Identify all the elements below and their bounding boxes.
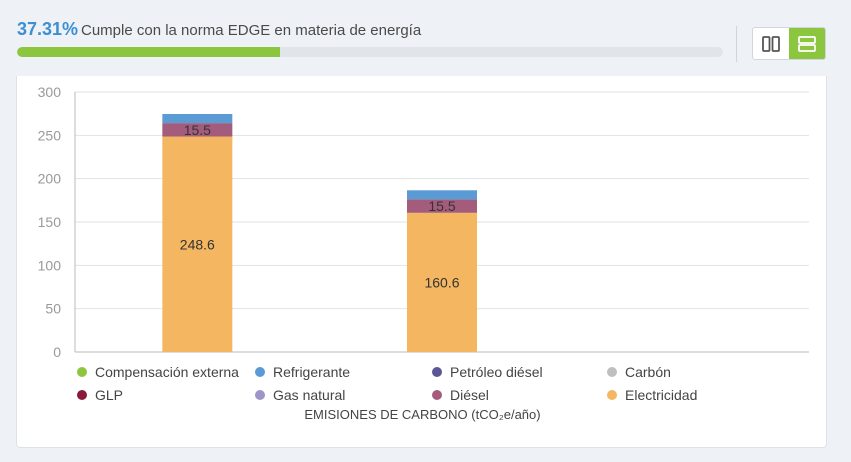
chart-data-labels: 248.6 15.5 160.6 15.5 [180, 122, 460, 291]
bar-data-label: 15.5 [428, 198, 455, 214]
legend-color-dot [607, 390, 617, 400]
bar-segment-refrigerante[interactable] [162, 114, 233, 124]
compliance-percent: 37.31% [17, 19, 79, 39]
y-tick-label: 150 [38, 214, 62, 230]
legend-label: Refrigerante [273, 364, 351, 380]
header-divider [736, 26, 737, 62]
bar-segment-diésel[interactable] [162, 123, 233, 137]
legend-color-dot [255, 390, 265, 400]
compliance-label: Cumple con la norma EDGE en materia de e… [81, 22, 422, 39]
legend-label: GLP [95, 387, 124, 403]
chart-x-axis-label: EMISIONES DE CARBONO (tCO₂e/año) [304, 407, 541, 422]
columns-view-icon [762, 35, 780, 52]
emissions-chart: 0 50 100 150 200 250 300 248.6 15.5 160.6 15.5 [38, 84, 809, 360]
legend-color-dot [255, 367, 265, 377]
legend-color-dot [77, 367, 87, 377]
rows-view-button[interactable] [789, 28, 825, 59]
legend-color-dot [432, 367, 442, 377]
y-tick-label: 250 [38, 127, 62, 143]
legend-item-glp[interactable]: GLP [77, 387, 123, 403]
bar-segment-refrigerante[interactable] [407, 190, 477, 200]
bar-data-label: 160.6 [424, 274, 459, 290]
columns-view-button[interactable] [753, 28, 789, 59]
bar-segment-electricidad[interactable] [162, 136, 233, 352]
legend-label: Compensación externa [95, 364, 239, 380]
legend-item-carbón[interactable]: Carbón [607, 364, 671, 380]
rows-view-icon [798, 35, 816, 52]
legend-item-electricidad[interactable]: Electricidad [607, 387, 697, 403]
y-tick-label: 200 [38, 171, 62, 187]
y-tick-label: 50 [45, 301, 61, 317]
compliance-progress-fill [17, 47, 281, 57]
legend-item-gas-natural[interactable]: Gas natural [255, 387, 345, 403]
legend-label: Electricidad [625, 387, 698, 403]
y-tick-label: 300 [38, 84, 62, 100]
bar-segment-electricidad[interactable] [407, 212, 477, 352]
emissions-chart-panel: 0 50 100 150 200 250 300 248.6 15.5 160.6 15.5 Co… [16, 76, 827, 448]
legend-label: Petróleo diésel [450, 364, 543, 380]
legend-color-dot [77, 390, 87, 400]
y-tick-label: 0 [53, 344, 61, 360]
compliance-progress-bar [17, 47, 723, 57]
legend-item-compensación-externa[interactable]: Compensación externa [77, 364, 239, 380]
legend-color-dot [607, 367, 617, 377]
legend-label: Diésel [450, 387, 489, 403]
bar-segment-diésel[interactable] [407, 199, 477, 213]
bar-data-label: 15.5 [184, 122, 211, 138]
bar-data-label: 248.6 [180, 236, 215, 252]
legend-item-diésel[interactable]: Diésel [432, 387, 489, 403]
legend-item-petróleo-diésel[interactable]: Petróleo diésel [432, 364, 543, 380]
legend-label: Carbón [625, 364, 671, 380]
chart-bars [162, 114, 477, 352]
compliance-header: 37.31% Cumple con la norma EDGE en mater… [0, 0, 851, 76]
y-tick-label: 100 [38, 257, 62, 273]
legend-label: Gas natural [273, 387, 346, 403]
legend-item-refrigerante[interactable]: Refrigerante [255, 364, 350, 380]
legend-color-dot [432, 390, 442, 400]
view-toggle[interactable] [752, 27, 826, 60]
